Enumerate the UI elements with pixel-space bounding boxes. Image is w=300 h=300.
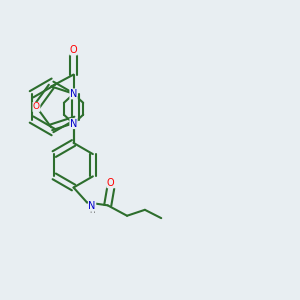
Text: N: N [70, 118, 77, 129]
Text: N: N [70, 89, 77, 99]
Text: O: O [107, 178, 115, 188]
Text: O: O [70, 45, 77, 55]
Text: N: N [88, 201, 96, 211]
Text: H: H [89, 206, 94, 215]
Text: O: O [33, 102, 40, 111]
